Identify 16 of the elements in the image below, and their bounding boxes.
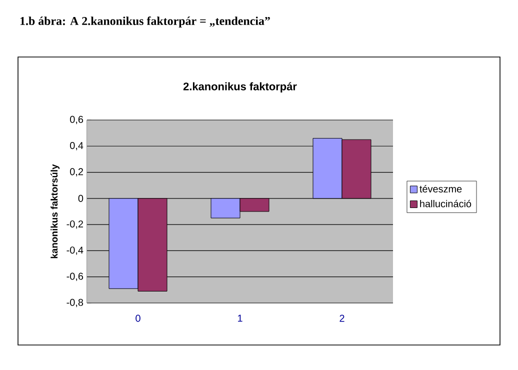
y-tick-label: -0,4 bbox=[66, 246, 84, 255]
x-tick-label: 2 bbox=[340, 314, 344, 322]
y-tick-label: -0,2 bbox=[66, 220, 83, 229]
chart-title: 2.kanonikus faktorpár bbox=[183, 82, 297, 92]
text: 1.b ábra: A 2.kanonikus faktorpár = „tendencia” bbox=[20, 16, 270, 28]
legend-label: hallucináció bbox=[420, 200, 472, 208]
y-axis-title: kanonikus faktorsúly bbox=[50, 164, 60, 258]
y-tick-label: 0,6 bbox=[70, 116, 84, 124]
legend-label: téveszme bbox=[420, 185, 462, 192]
x-tick-label: 1 bbox=[238, 314, 242, 322]
y-tick-label: -0,6 bbox=[66, 272, 84, 281]
y-tick-label: 0,4 bbox=[70, 142, 84, 150]
y-tick-label: -0,8 bbox=[66, 298, 84, 308]
y-tick-label: 0 bbox=[78, 194, 84, 202]
x-tick-label: 0 bbox=[136, 314, 140, 322]
y-tick-label: 0,2 bbox=[70, 168, 83, 176]
